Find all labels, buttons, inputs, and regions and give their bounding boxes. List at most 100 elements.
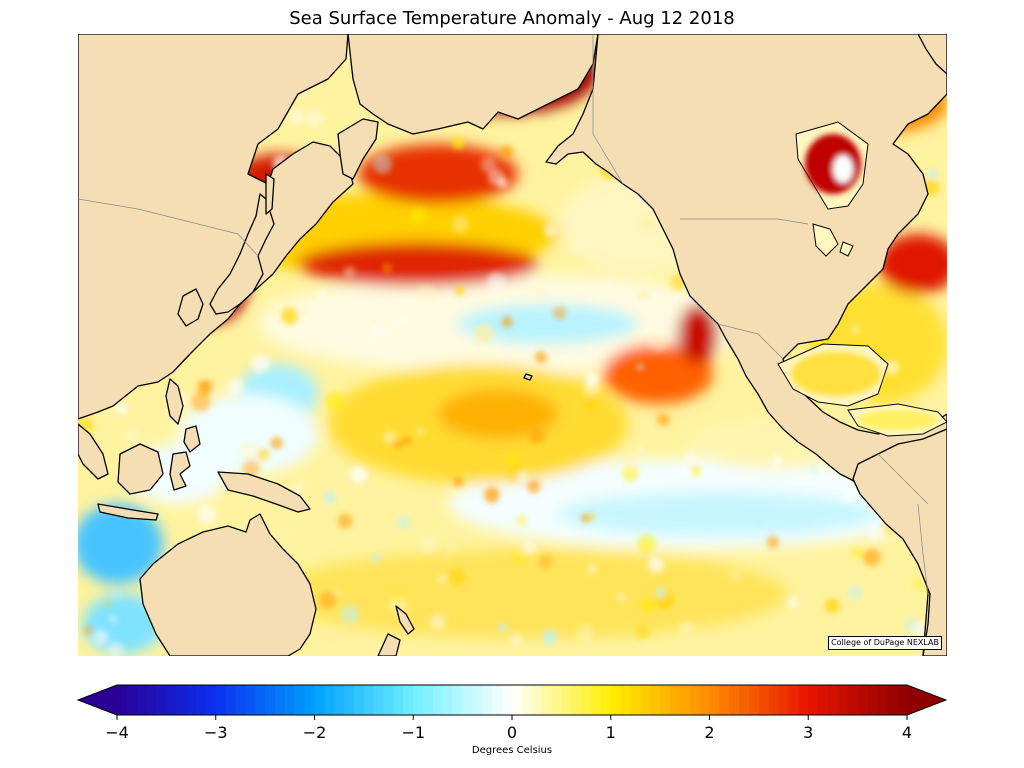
anomaly-speckle [635,625,650,640]
gulf-mexico-anomaly [791,352,881,396]
colorbar-swatch [294,685,306,715]
anomaly-speckle [84,626,93,635]
anomaly-speckle [841,488,856,503]
warm-off-baja [603,344,713,404]
anomaly-speckle [419,535,439,555]
land-siberia-east [347,34,599,135]
anomaly-speckle [638,290,649,301]
anomaly-speckle [639,216,655,232]
land-asia [78,34,354,420]
anomaly-speckle [107,642,125,656]
anomaly-speckle [511,549,528,566]
colorbar-tick-label: −4 [105,723,129,740]
anomaly-speckle [730,569,742,581]
anomaly-speckle [509,475,516,482]
colorbar-swatch [610,685,622,715]
anomaly-speckle [571,461,579,469]
great-lakes [812,223,854,257]
anomaly-speckle [442,552,451,561]
land-south-america [852,428,947,656]
colorbar-swatch [689,685,701,715]
anomaly-speckle [250,354,270,374]
anomaly-speckle [535,351,547,364]
colorbar-swatch [117,685,128,715]
colorbar-swatch [828,685,839,715]
anomaly-speckle [538,554,553,569]
anomaly-speckle [480,156,497,173]
colorbar-swatch [541,685,553,715]
anomaly-speckle [772,455,783,466]
colorbar-swatch [403,685,414,715]
anomaly-speckle [416,284,436,304]
colorbar-swatch [877,685,888,715]
anomaly-speckle [320,537,337,554]
anomaly-speckle [759,454,767,462]
land-sumatra [78,423,109,480]
anomaly-speckle [505,451,520,466]
colorbar-swatch [205,685,217,715]
anomaly-speckle [655,587,666,598]
colorbar-swatch [373,685,385,715]
anomaly-speckle [657,413,670,426]
anomaly-speckle [621,465,639,482]
anomaly-speckle [276,528,288,541]
colorbar-swatch [255,685,266,715]
colorbar-swatch [591,685,602,715]
colorbar-swatch [581,685,592,715]
anomaly-speckle [637,363,644,371]
colorbar-swatch [887,685,898,715]
anomaly-speckle [851,324,860,334]
anomaly-speckle [501,316,513,328]
colorbar-swatch [620,685,632,715]
colorbar-swatch [363,685,375,715]
colorbar-swatch [847,685,859,715]
colorbar-swatch [225,685,237,715]
land-new-guinea [217,471,311,513]
political-borders [78,34,929,595]
anomaly-speckle [394,313,408,327]
cool-patch-indian-ocean [78,504,163,584]
anomaly-speckle [637,446,646,455]
anomaly-speckle [517,471,528,482]
colorbar-swatch [215,685,227,715]
anomaly-speckle [474,323,494,344]
colorbar-swatch [561,685,572,715]
anomaly-speckle [552,306,567,320]
cool-band-core [558,492,878,536]
colorbar-swatch [284,685,296,715]
colorbar-swatch [808,685,819,715]
colorbar-extend-min [78,685,117,715]
anomaly-speckle [429,614,446,630]
land-sakhalin [265,173,275,215]
anomaly-speckle [323,491,336,504]
anomaly-speckle [317,289,327,299]
colorbar-swatch [275,685,286,715]
map-title: Sea Surface Temperature Anomaly - Aug 12… [289,8,735,29]
border-russia-china [78,198,259,257]
colorbar-tick-label: 3 [803,723,813,740]
anomaly-speckle [766,536,780,549]
colorbar-swatch [660,685,671,715]
anomaly-speckle [445,538,459,553]
anomaly-speckle [448,568,466,586]
land-korea [177,288,204,327]
colorbar-tick-label: −1 [401,723,425,740]
colorbar-swatches [117,685,908,715]
anomaly-speckle [543,224,557,237]
colorbar-swatch [176,685,187,715]
colorbar-swatch [423,685,434,715]
colorbar-swatch [818,685,829,715]
hot-california-coast [678,304,718,364]
anomaly-speckle [585,397,599,411]
anomaly-speckle [585,372,599,385]
anomaly-speckle [332,588,342,597]
anomaly-speckle [325,392,344,411]
anomaly-speckle [196,505,217,525]
land-kamchatka [337,118,379,180]
land-philippines [165,378,201,453]
anomaly-speckle [809,465,818,474]
hudson-bay-anomaly [805,134,861,194]
colorbar-swatch [749,685,760,715]
anomaly-speckle [454,285,465,296]
land-new-zealand [377,605,415,656]
